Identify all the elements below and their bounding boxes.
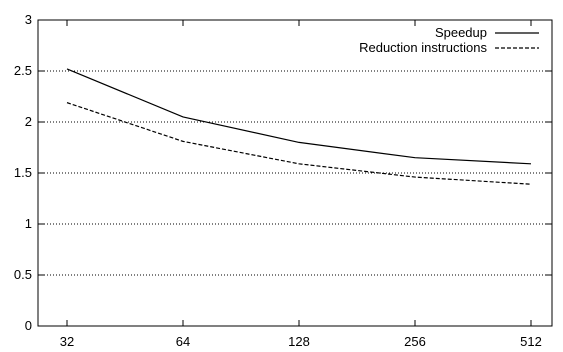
x-tick-label: 512 [520,334,542,349]
series-lines [66,68,532,185]
x-tick-label: 64 [176,334,190,349]
y-tick-label: 1.5 [14,165,32,180]
x-tick-label: 256 [404,334,426,349]
series-line-1 [66,68,532,165]
y-tick-label: 0.5 [14,267,32,282]
grid-lines [38,70,552,276]
x-axis-ticks: 32 64 128 256 512 [60,20,542,349]
y-tick-label: 2.5 [14,63,32,78]
y-tick-label: 3 [25,12,32,27]
series-line-2 [66,102,532,185]
legend-label-1: Speedup [435,25,487,40]
legend-label-2: Reduction instructions [359,40,487,55]
y-tick-label: 0 [25,318,32,333]
y-tick-label: 2 [25,114,32,129]
y-axis-ticks: 0 0.5 1 1.5 2 2.5 3 [14,12,552,333]
x-tick-label: 32 [60,334,74,349]
y-tick-label: 1 [25,216,32,231]
x-tick-label: 128 [288,334,310,349]
plot-frame [37,19,553,327]
